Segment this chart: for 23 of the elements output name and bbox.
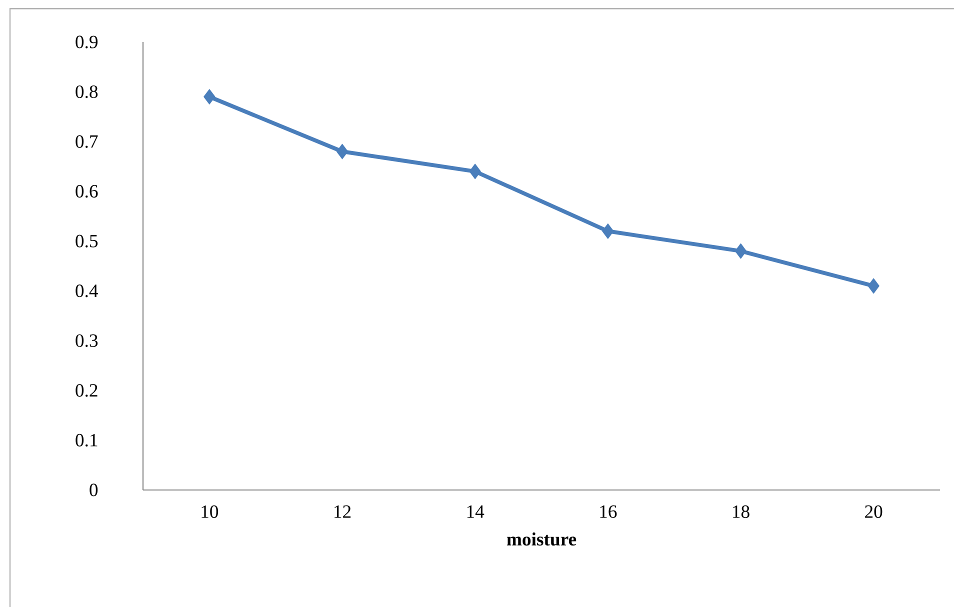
x-tick-label: 14 <box>467 505 484 518</box>
point <box>469 164 481 180</box>
y-tick-label: 0.2 <box>76 384 98 397</box>
point <box>734 243 747 259</box>
x-tick-label: 16 <box>600 505 617 518</box>
y-tick-label: 0.4 <box>76 284 98 298</box>
x-tick-label: 12 <box>334 505 351 518</box>
y-tick-label: 0.6 <box>76 184 98 198</box>
y-tick-label: 0.9 <box>76 36 98 48</box>
y-tick-label: 0.1 <box>76 434 98 447</box>
point <box>204 89 216 104</box>
x-tick-label: 20 <box>865 505 882 518</box>
point <box>602 223 614 239</box>
y-tick-label: 0 <box>90 484 98 496</box>
x-tick-label: 18 <box>733 505 750 518</box>
x-axis-title: moisture <box>506 532 576 546</box>
y-tick-label: 0.8 <box>76 85 98 98</box>
point <box>336 144 348 160</box>
y-tick-label: 0.5 <box>76 234 98 248</box>
point <box>868 278 880 294</box>
y-tick-label: 0.7 <box>76 135 98 148</box>
x-tick-label: 10 <box>202 505 218 518</box>
y-tick-label: 0.3 <box>76 334 98 348</box>
